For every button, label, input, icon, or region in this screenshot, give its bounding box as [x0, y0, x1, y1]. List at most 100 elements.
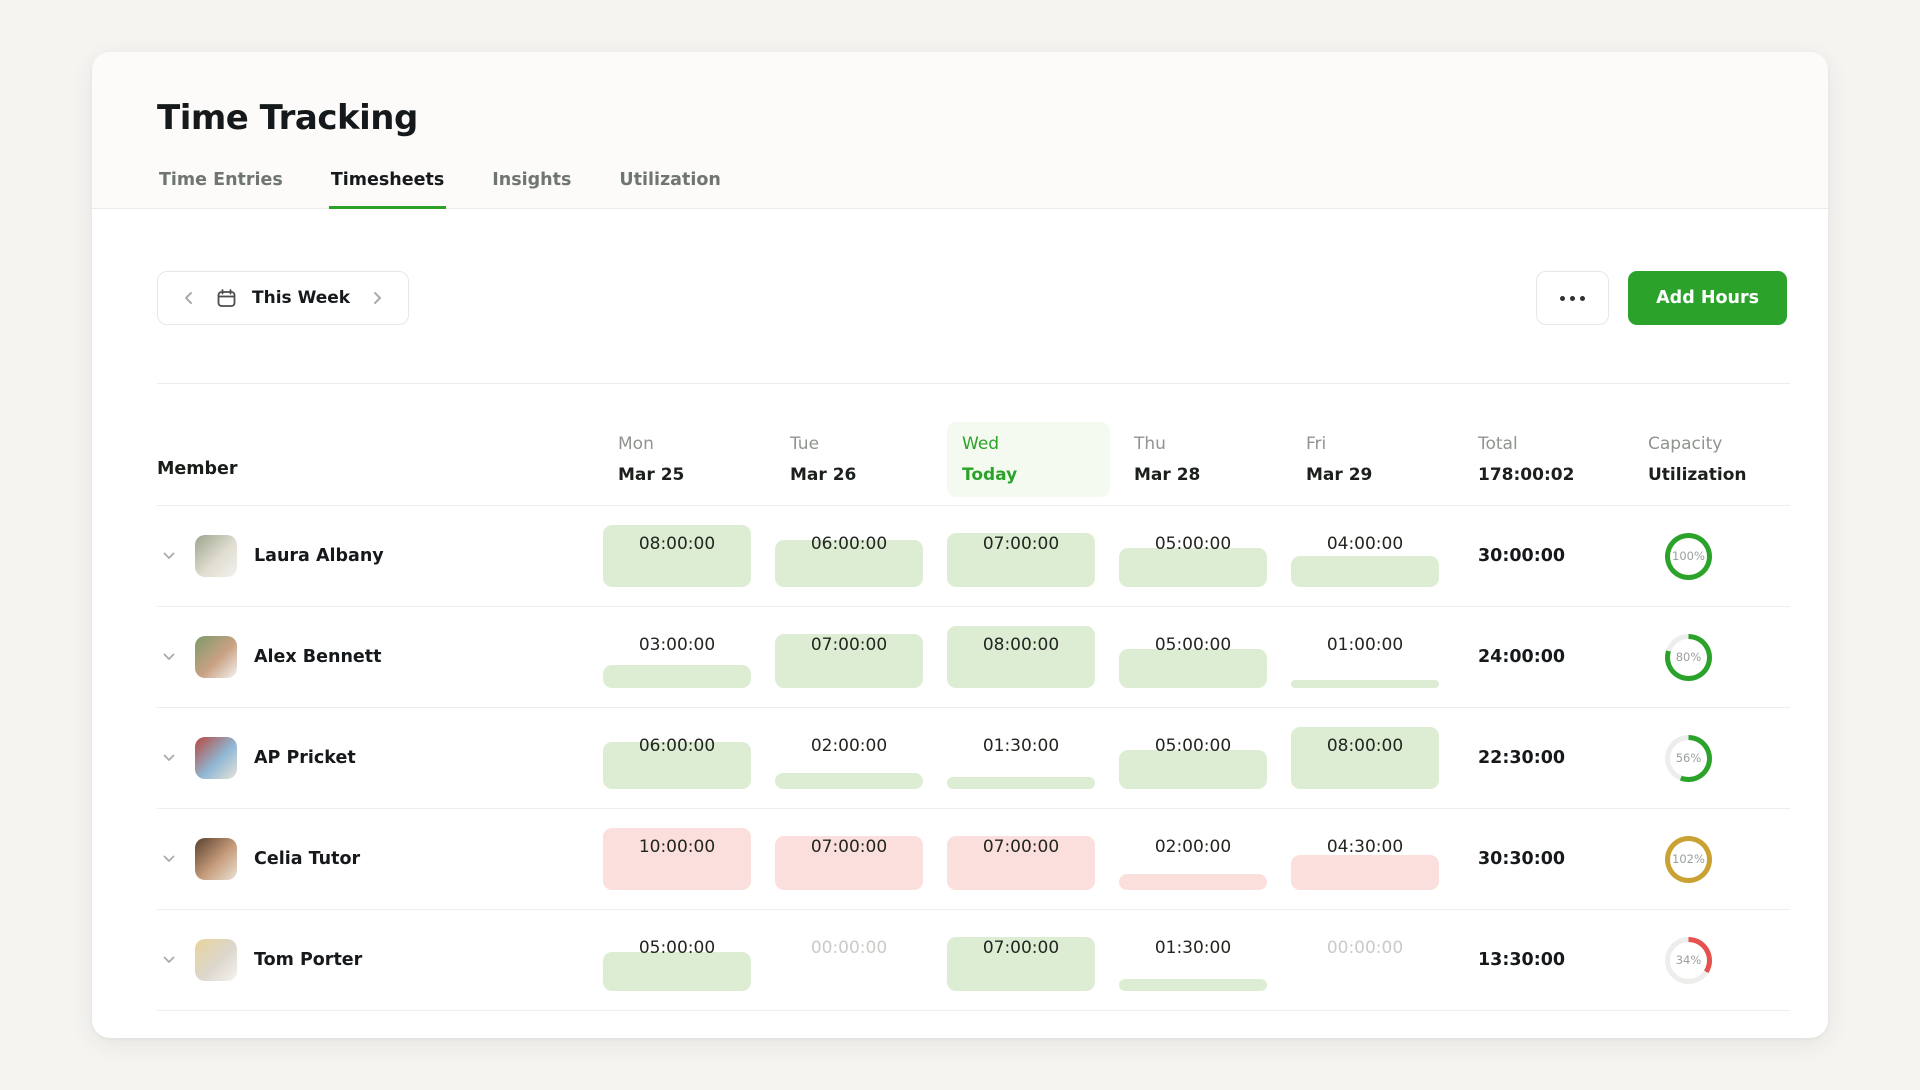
day-cell-tue[interactable]: 07:00:00 [775, 626, 923, 688]
table-row: Celia Tutor 10:00:00 07:00:00 07:00:00 02:00… [157, 809, 1790, 910]
column-header-thu: Thu Mar 28 [1119, 422, 1282, 497]
column-header-tue: Tue Mar 26 [775, 422, 938, 497]
add-hours-button[interactable]: Add Hours [1628, 271, 1787, 325]
day-cell-thu[interactable]: 05:00:00 [1119, 727, 1267, 789]
logged-time: 05:00:00 [1154, 635, 1232, 655]
row-total: 30:00:00 [1478, 546, 1566, 566]
hours-fill-bar [947, 777, 1095, 789]
capacity-cell: 102% [1633, 835, 1790, 883]
day-cell-fri[interactable]: 01:00:00 [1291, 626, 1439, 688]
column-header-wed: Wed Today [947, 422, 1110, 497]
table-row: Tom Porter 05:00:00 00:00:00 07:00:00 01:30:… [157, 910, 1790, 1011]
logged-time: 08:00:00 [982, 635, 1060, 655]
member-name: Alex Bennett [254, 647, 382, 667]
chevron-left-icon [185, 292, 192, 304]
logged-time: 10:00:00 [638, 837, 716, 857]
day-cell-thu[interactable]: 05:00:00 [1119, 626, 1267, 688]
logged-time: 04:00:00 [1326, 534, 1404, 554]
logged-time: 01:30:00 [982, 736, 1060, 756]
logged-time: 02:00:00 [1154, 837, 1232, 857]
previous-week-button[interactable] [177, 286, 201, 310]
column-header-mon: Mon Mar 25 [603, 422, 766, 497]
expand-row-button[interactable] [157, 645, 181, 669]
day-cell-fri[interactable]: 08:00:00 [1291, 727, 1439, 789]
expand-row-button[interactable] [157, 948, 181, 972]
hours-fill-bar [1119, 874, 1267, 890]
hours-fill-bar [1119, 649, 1267, 688]
day-cell-thu[interactable]: 01:30:00 [1119, 929, 1267, 991]
logged-time: 05:00:00 [638, 938, 716, 958]
more-options-button[interactable] [1536, 271, 1610, 325]
column-day-label: Thu [1134, 434, 1166, 454]
column-day-label: Mon [618, 434, 654, 454]
avatar [195, 838, 237, 880]
day-cell-tue[interactable]: 06:00:00 [775, 525, 923, 587]
tab-timesheets[interactable]: Timesheets [328, 170, 447, 209]
utilization-ring: 56% [1665, 734, 1712, 782]
logged-time: 05:00:00 [1154, 736, 1232, 756]
logged-time: 07:00:00 [810, 837, 888, 857]
total-label: Total [1478, 434, 1518, 454]
utilization-ring: 102% [1665, 835, 1712, 883]
day-cell-wed[interactable]: 07:00:00 [947, 929, 1095, 991]
table-row: Alex Bennett 03:00:00 07:00:00 08:00:00 05:0… [157, 607, 1790, 708]
controls-row: This Week Add Hours [157, 271, 1787, 325]
day-cell-fri[interactable]: 04:00:00 [1291, 525, 1439, 587]
tab-time-entries[interactable]: Time Entries [159, 170, 283, 190]
day-cell-mon[interactable]: 08:00:00 [603, 525, 751, 587]
expand-row-button[interactable] [157, 847, 181, 871]
logged-time: 00:00:00 [810, 938, 888, 958]
row-total: 13:30:00 [1478, 950, 1566, 970]
day-cell-thu[interactable]: 05:00:00 [1119, 525, 1267, 587]
day-cell-mon[interactable]: 10:00:00 [603, 828, 751, 890]
day-cell-mon[interactable]: 05:00:00 [603, 929, 751, 991]
logged-time: 06:00:00 [810, 534, 888, 554]
hours-fill-bar [775, 836, 923, 890]
hours-fill-bar [947, 836, 1095, 890]
member-cell: AP Pricket [157, 737, 603, 779]
member-name: AP Pricket [254, 748, 356, 768]
hours-fill-bar [775, 773, 923, 789]
day-cell-mon[interactable]: 03:00:00 [603, 626, 751, 688]
day-cell-tue[interactable]: 00:00:00 [775, 929, 923, 991]
next-week-button[interactable] [365, 286, 389, 310]
chevron-down-icon [163, 552, 175, 559]
hours-fill-bar [603, 665, 751, 688]
tab-insights[interactable]: Insights [492, 170, 572, 190]
tab-utilization[interactable]: Utilization [619, 170, 721, 190]
day-cell-mon[interactable]: 06:00:00 [603, 727, 751, 789]
avatar [195, 737, 237, 779]
hours-fill-bar [1291, 855, 1439, 890]
hours-fill-bar [603, 828, 751, 890]
day-cell-tue[interactable]: 02:00:00 [775, 727, 923, 789]
logged-time: 07:00:00 [982, 938, 1060, 958]
logged-time: 03:00:00 [638, 635, 716, 655]
day-cell-wed[interactable]: 01:30:00 [947, 727, 1095, 789]
timesheet-table: Member Mon Mar 25 Tue Mar 26 Wed Today Thu Mar 2… [157, 383, 1790, 1011]
expand-row-button[interactable] [157, 746, 181, 770]
row-total: 30:30:00 [1478, 849, 1566, 869]
day-cell-wed[interactable]: 08:00:00 [947, 626, 1095, 688]
day-cell-tue[interactable]: 07:00:00 [775, 828, 923, 890]
capacity-column-header: Capacity Utilization [1633, 422, 1796, 497]
hours-fill-bar [775, 634, 923, 688]
card-header-area: Time Tracking Time Entries Timesheets Insi… [92, 52, 1828, 209]
logged-time: 07:00:00 [982, 534, 1060, 554]
column-date-label: Mar 28 [1134, 465, 1201, 485]
expand-row-button[interactable] [157, 544, 181, 568]
week-label[interactable]: This Week [252, 288, 351, 308]
utilization-ring: 80% [1665, 633, 1712, 681]
day-cell-fri[interactable]: 00:00:00 [1291, 929, 1439, 991]
day-cell-fri[interactable]: 04:30:00 [1291, 828, 1439, 890]
week-selector[interactable]: This Week [157, 271, 410, 325]
capacity-cell: 80% [1633, 633, 1790, 681]
day-cell-wed[interactable]: 07:00:00 [947, 525, 1095, 587]
column-header-fri: Fri Mar 29 [1291, 422, 1454, 497]
day-cell-thu[interactable]: 02:00:00 [1119, 828, 1267, 890]
timesheet-card: Time Tracking Time Entries Timesheets Insi… [92, 52, 1828, 1038]
chevron-down-icon [163, 855, 175, 862]
day-cell-wed[interactable]: 07:00:00 [947, 828, 1095, 890]
utilization-ring: 34% [1665, 936, 1712, 984]
hours-fill-bar [947, 626, 1095, 688]
logged-time: 01:00:00 [1326, 635, 1404, 655]
